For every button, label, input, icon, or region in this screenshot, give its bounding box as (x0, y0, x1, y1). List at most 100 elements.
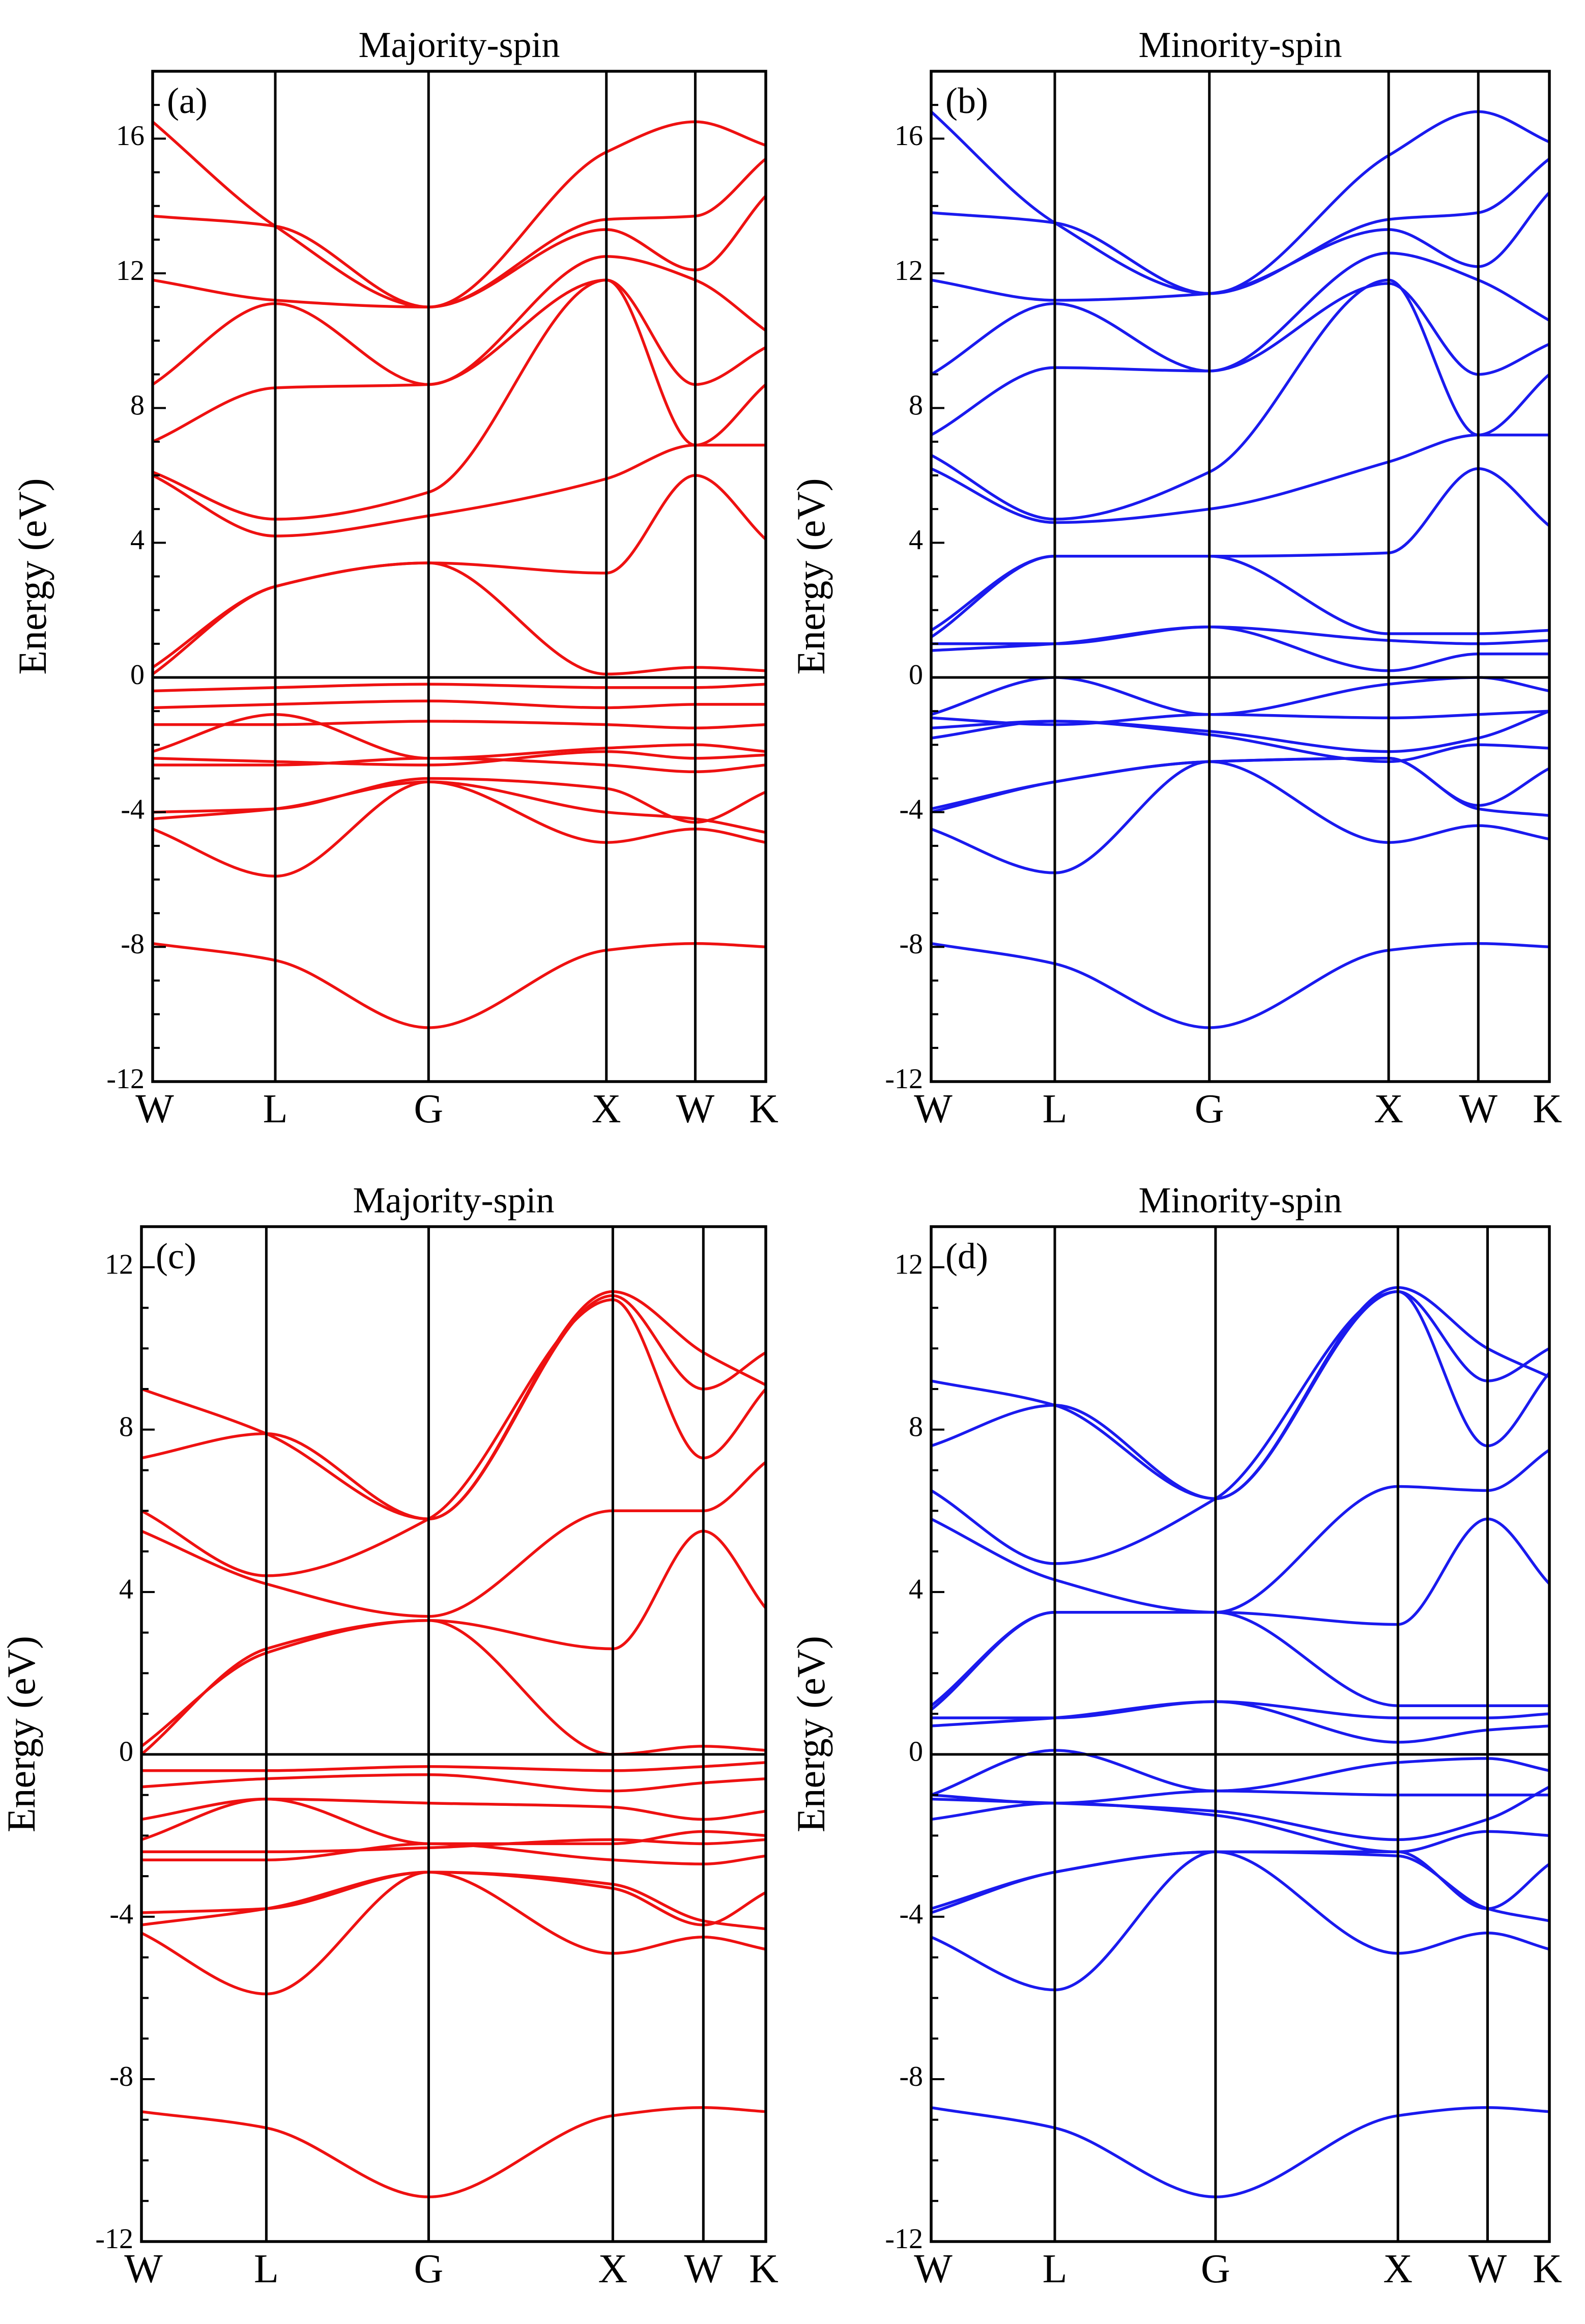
panel-a-band17-line (153, 194, 766, 308)
panel-d-band12-line (931, 1517, 1549, 1707)
panel-b-ytick-label: -12 (885, 1063, 923, 1095)
panel-d-ytick-label: 12 (895, 1249, 923, 1281)
panel-a-band14-line (153, 278, 766, 521)
panel-b-band16-line (931, 251, 1549, 376)
panel-a-ylabel: Energy (eV) (10, 478, 54, 674)
panel-c-frame (140, 1225, 767, 2243)
panel-c-ytick-label: 4 (119, 1574, 133, 1605)
panel-c-label: (c) (156, 1236, 196, 1277)
panel-a-ytick-label: -8 (121, 928, 145, 960)
panel-b-label: (b) (945, 80, 988, 121)
panel-a-kpoint-label: K (749, 1087, 779, 1131)
panel-c-ytick-label: 8 (119, 1411, 133, 1443)
panel-c-kpoint-label: W (684, 2247, 723, 2291)
panel-a-band9-line (153, 699, 766, 710)
panel-d-ytick-label: 8 (909, 1411, 923, 1443)
panel-c-band2-line (141, 1870, 766, 1996)
panel-c-kpoint-label: W (124, 2247, 163, 2291)
panel-d-band13-line (931, 1449, 1549, 1614)
panel-c-title: Majority-spin (353, 1180, 555, 1221)
panel-b-ytick-label: 0 (909, 659, 923, 691)
panel-b-band2-line (931, 760, 1549, 874)
panel-d-kpoint-label: G (1201, 2247, 1230, 2291)
panel-a-ytick-label: -4 (121, 794, 145, 826)
panel-d-band16-line (931, 1286, 1549, 1500)
panel-c-band12-line (141, 1529, 766, 1756)
panel-a-band8-line (153, 720, 766, 730)
panel-d-band5-line (931, 1801, 1549, 1854)
panel-c-band3-line (141, 1870, 766, 1931)
panel-b-ylabel: Energy (eV) (789, 478, 833, 674)
panel-d-kpoint-label: K (1533, 2247, 1562, 2291)
panel-b-band12-line (931, 467, 1549, 632)
panel-a-ytick-label: 8 (130, 390, 145, 421)
panel-c-kpoint-label: G (414, 2247, 444, 2291)
panel-a-kpoint-label: G (414, 1087, 443, 1131)
panel-b-ytick-label: 4 (909, 524, 923, 556)
panel-d-ytick-label: 0 (909, 1736, 923, 1768)
panel-b-band6-line (931, 710, 1549, 753)
panel-d-bands (931, 1286, 1549, 2199)
panel-b-band14-line (931, 278, 1549, 521)
panel-a-kpoint-label: X (592, 1087, 621, 1131)
panel-c-band8-line (141, 1797, 766, 1821)
panel-c-band4-line (141, 1870, 766, 1926)
panel-b-title: Minority-spin (1138, 24, 1342, 65)
panel-c-band6-line (141, 1838, 766, 1854)
panel-b-band8-line (931, 676, 1549, 716)
panel-d-band1-line (931, 2106, 1549, 2199)
panel-b-band15-line (931, 282, 1549, 437)
panel-b-kpoint-label: K (1533, 1087, 1562, 1131)
panel-d-kpoint-label: W (1468, 2247, 1507, 2291)
panel-b-ytick-label: 8 (909, 390, 923, 421)
panel-c-band16-line (141, 1290, 766, 1521)
panel-a-band1-line (153, 942, 766, 1029)
panel-d-ylabel: Energy (eV) (789, 1636, 833, 1832)
panel-d-kpoint-label: W (914, 2247, 953, 2291)
panel-d-band11-line (931, 1610, 1549, 1711)
panel-a-band16-line (153, 255, 766, 386)
panel-b-frame (930, 70, 1551, 1083)
panel-d-band3-line (931, 1850, 1549, 1922)
panel-c-band13-line (141, 1461, 766, 1618)
panel-b-band11-line (931, 555, 1549, 638)
panel-b-kpoint-label: L (1043, 1087, 1068, 1131)
panel-a-label: (a) (167, 80, 208, 121)
panel-c-ytick-label: 0 (119, 1736, 133, 1768)
panel-a-kpoint-label: L (263, 1087, 288, 1131)
panel-a-ytick-label: 12 (116, 255, 145, 287)
panel-d-ytick-label: 4 (909, 1574, 923, 1605)
panel-c-kpoint-label: K (749, 2247, 779, 2291)
panel-b-bands (931, 110, 1549, 1029)
panel-d-band9-line (931, 1700, 1549, 1744)
panel-a-ytick-label: 16 (116, 120, 145, 152)
panel-d-ytick-label: -8 (899, 2061, 923, 2092)
panel-a-band18-line (153, 157, 766, 308)
panel-c-ytick-label: -4 (109, 1898, 133, 1930)
panel-a-band3-line (153, 780, 766, 834)
panel-b-band1-line (931, 942, 1549, 1029)
panel-b-kpoint-label: X (1374, 1087, 1403, 1131)
panel-a-kpoint-label: W (676, 1087, 715, 1131)
panel-c-kpoint-label: L (254, 2247, 279, 2291)
panel-d-label: (d) (945, 1236, 988, 1277)
panel-d-band8-line (931, 1749, 1549, 1797)
panel-c-ytick-label: -8 (109, 2061, 133, 2092)
panel-a-ytick-label: 0 (130, 659, 145, 691)
panel-a-band2-line (153, 780, 766, 878)
panel-b-band19-line (931, 110, 1549, 295)
panel-b-ytick-label: -4 (899, 794, 923, 826)
panel-b-ytick-label: -8 (899, 928, 923, 960)
panel-c-band10-line (141, 1761, 766, 1772)
panel-c-bands (141, 1290, 766, 2199)
panel-b-ytick-label: 12 (895, 255, 923, 287)
panel-b-ytick-label: 16 (895, 120, 923, 152)
panel-c-band7-line (141, 1797, 766, 1846)
panel-c-band11-line (141, 1619, 766, 1756)
panel-c-kpoint-label: X (598, 2247, 627, 2291)
panel-a-ytick-label: -12 (106, 1063, 145, 1095)
panel-b-kpoint-label: W (914, 1087, 953, 1131)
